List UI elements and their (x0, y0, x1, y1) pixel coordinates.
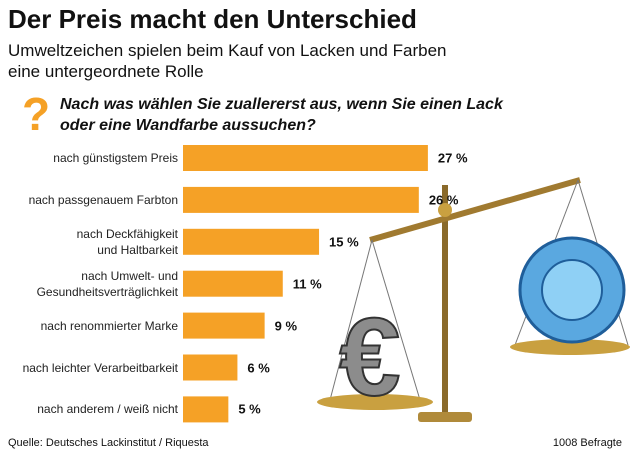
scale-beam (369, 177, 581, 243)
scale-pole (442, 185, 448, 420)
chart-subtitle: Umweltzeichen spielen beim Kauf von Lack… (8, 41, 447, 81)
category-label: nach Deckfähigkeit und Haltbarkeit (76, 226, 178, 257)
bar (183, 354, 238, 381)
bar (183, 186, 419, 213)
category-label: nach renommierter Marke (40, 318, 178, 333)
note: 1008 Befragte (552, 437, 622, 449)
category-label: nach passgenauem Farbton (28, 192, 178, 207)
bar (183, 270, 283, 297)
category-label: nach Umwelt- und Gesundheitsverträglichk… (36, 268, 178, 299)
bars (183, 145, 428, 423)
category-label: nach leichter Verarbeitbarkeit (22, 360, 178, 375)
value-label: 6 % (247, 360, 270, 375)
value-label: 11 % (292, 276, 322, 292)
string (329, 239, 373, 401)
chart-title: Der Preis macht den Unterschied (8, 4, 417, 34)
source: Quelle: Deutsches Lackinstitut / Riquest… (8, 437, 209, 449)
question-mark: ? (22, 88, 50, 140)
bar (183, 228, 320, 255)
value-label: 5 % (238, 401, 261, 417)
value-label: 15 % (329, 234, 359, 250)
category-label: nach anderem / weiß nicht (37, 402, 178, 417)
scale-pivot (438, 203, 452, 217)
bar (183, 396, 229, 423)
scale-pan (317, 394, 433, 410)
string (371, 239, 421, 401)
value-label: 27 % (437, 150, 468, 166)
scale-illustration: € (317, 177, 630, 422)
bar (183, 312, 265, 339)
question: Nach was wählen Sie zuallererst aus, wen… (60, 96, 503, 134)
bar (183, 145, 428, 171)
category-label: nach günstigstem Preis (53, 151, 178, 165)
scale-pan (510, 339, 630, 355)
value-label: 9 % (274, 318, 298, 334)
value-label: 26 % (428, 192, 459, 208)
eco-label-inner (541, 259, 603, 321)
scale-base (418, 412, 472, 422)
euro-symbol: € (339, 296, 400, 419)
